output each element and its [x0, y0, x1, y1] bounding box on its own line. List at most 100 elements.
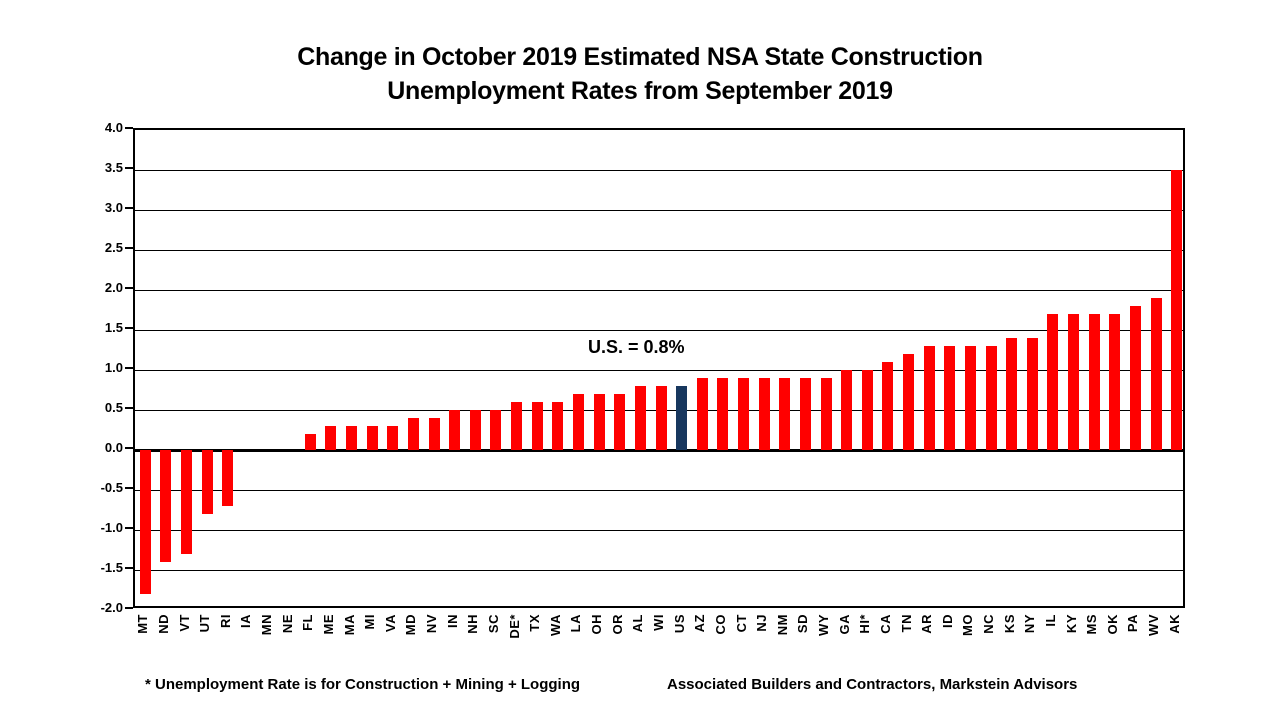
x-label-TN: TN: [898, 614, 914, 633]
x-label-NE: NE: [279, 614, 295, 634]
x-label-NM: NM: [774, 614, 790, 636]
x-label-NJ: NJ: [754, 614, 770, 632]
bar-WY: [820, 378, 832, 450]
x-label-HI: HI*: [857, 614, 873, 634]
chart-title-line1: Change in October 2019 Estimated NSA Sta…: [297, 43, 983, 71]
y-tick-label: 4.0: [104, 120, 123, 135]
x-label-KS: KS: [1001, 614, 1017, 634]
x-label-VT: VT: [176, 614, 192, 632]
bar-NC: [985, 346, 997, 450]
y-tick: [125, 287, 133, 289]
bar-NH: [469, 410, 481, 450]
bar-MO: [964, 346, 976, 450]
bar-UT: [201, 450, 213, 514]
footnote: * Unemployment Rate is for Construction …: [145, 676, 581, 693]
x-label-MA: MA: [341, 614, 357, 636]
x-label-AL: AL: [630, 614, 646, 633]
bar-MI: [366, 426, 378, 450]
y-tick: [125, 207, 133, 209]
bar-VT: [181, 450, 193, 554]
gridline: [135, 530, 1183, 531]
gridline: [135, 570, 1183, 571]
bar-MT: [139, 450, 151, 594]
bar-SD: [799, 378, 811, 450]
gridline: [135, 490, 1183, 491]
bar-SC: [490, 410, 502, 450]
y-tick-label: 2.5: [104, 240, 123, 255]
bar-AK: [1171, 170, 1183, 450]
gridline: [135, 170, 1183, 171]
y-tick-label: -1.5: [100, 560, 123, 575]
bar-OH: [593, 394, 605, 450]
y-tick: [125, 247, 133, 249]
zero-line: [135, 449, 1183, 452]
y-tick-label: -0.5: [100, 480, 123, 495]
x-label-UT: UT: [197, 614, 213, 633]
y-tick: [125, 407, 133, 409]
y-tick: [125, 567, 133, 569]
gridline: [135, 370, 1183, 371]
bar-MA: [346, 426, 358, 450]
bar-AL: [634, 386, 646, 450]
x-label-MN: MN: [259, 614, 275, 636]
x-label-AK: AK: [1166, 614, 1182, 634]
bar-DE: [511, 402, 523, 450]
x-label-MO: MO: [960, 614, 976, 636]
x-label-MT: MT: [135, 614, 151, 634]
bar-KY: [1068, 314, 1080, 450]
y-tick: [125, 527, 133, 529]
x-label-WV: WV: [1146, 614, 1162, 636]
x-label-MS: MS: [1084, 614, 1100, 635]
bar-CT: [738, 378, 749, 450]
bar-CO: [717, 378, 729, 450]
y-tick: [125, 327, 133, 329]
x-label-ND: ND: [155, 614, 171, 634]
y-tick-label: -1.0: [100, 520, 123, 535]
us-value-annotation: U.S. = 0.8%: [588, 337, 685, 357]
x-label-IN: IN: [444, 614, 460, 628]
gridline: [135, 250, 1183, 251]
bar-ID: [944, 346, 956, 450]
bar-US: [676, 386, 688, 450]
x-label-WY: WY: [816, 614, 832, 636]
x-label-ID: ID: [939, 614, 955, 628]
x-label-IL: IL: [1042, 614, 1058, 627]
x-label-CA: CA: [877, 614, 893, 634]
bar-RI: [222, 450, 234, 506]
x-label-WA: WA: [547, 614, 563, 636]
bar-FL: [304, 434, 316, 450]
bar-NY: [1026, 338, 1038, 450]
bar-NJ: [758, 378, 770, 450]
x-label-OR: OR: [609, 614, 625, 635]
bar-LA: [572, 394, 584, 450]
x-label-OK: OK: [1104, 614, 1120, 635]
y-tick: [125, 127, 133, 129]
x-label-PA: PA: [1125, 614, 1141, 633]
x-label-MI: MI: [362, 614, 378, 630]
y-tick-label: 2.0: [104, 280, 123, 295]
y-tick: [125, 607, 133, 609]
bar-KS: [1006, 338, 1018, 450]
bar-TX: [531, 402, 543, 450]
bar-NM: [779, 378, 791, 450]
x-label-AZ: AZ: [692, 614, 708, 633]
x-label-CO: CO: [712, 614, 728, 635]
x-label-ME: ME: [320, 614, 336, 635]
x-label-TX: TX: [527, 614, 543, 632]
chart-title-line2: Unemployment Rates from September 2019: [387, 77, 893, 105]
x-label-SC: SC: [485, 614, 501, 634]
bar-CA: [882, 362, 894, 450]
x-label-NY: NY: [1022, 614, 1038, 634]
bar-IL: [1047, 314, 1059, 450]
bar-AR: [923, 346, 935, 450]
bar-GA: [841, 370, 853, 450]
bar-HI: [861, 370, 873, 450]
x-label-KY: KY: [1063, 614, 1079, 634]
plot-area: [133, 128, 1185, 608]
x-label-AR: AR: [919, 614, 935, 634]
bar-WA: [552, 402, 564, 450]
gridline: [135, 330, 1183, 331]
x-label-VA: VA: [382, 614, 398, 633]
x-label-OH: OH: [589, 614, 605, 635]
